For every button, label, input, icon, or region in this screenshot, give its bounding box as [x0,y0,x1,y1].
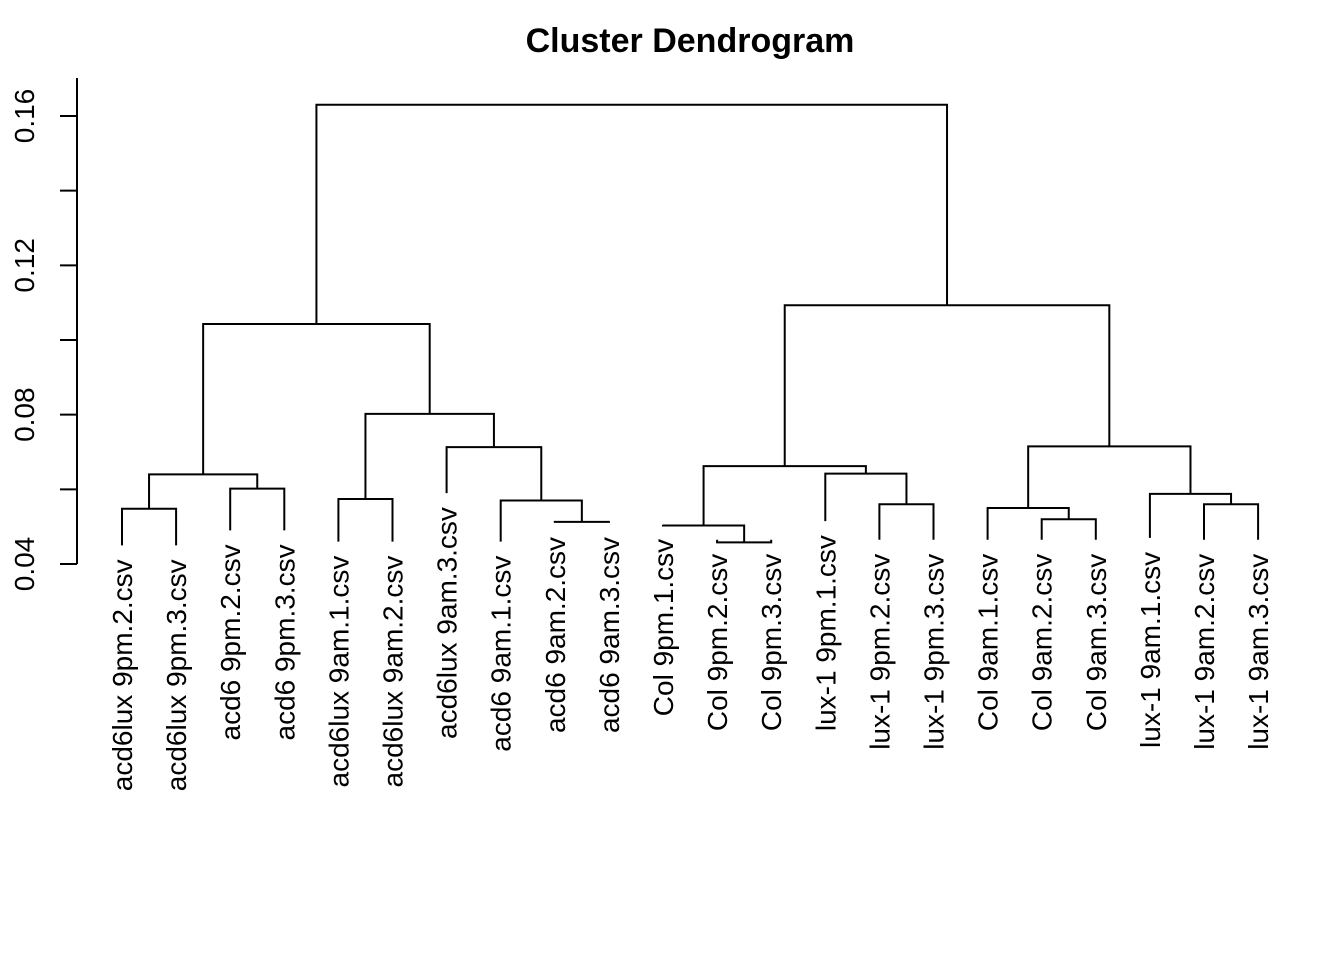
y-tick-label: 0.16 [9,89,40,144]
dendrogram-link [1027,445,1192,508]
leaf-labels: acd6lux 9pm.2.csv acd6lux 9pm.3.csv acd6 9… [107,507,1274,791]
leaf-label: lux-1 9am.3.csv [1243,554,1274,750]
y-tick-label: 0.12 [9,238,40,293]
chart-title: Cluster Dendrogram [526,22,855,60]
dendrogram-link [315,103,949,324]
leaf-label: lux-1 9am.1.csv [1135,552,1166,748]
leaf-label: Col 9am.3.csv [1081,554,1112,731]
dendrogram-link [1040,518,1097,540]
leaf-label: acd6 9pm.2.csv [215,544,246,740]
leaf-label: lux-1 9pm.3.csv [919,554,950,750]
leaf-label: acd6lux 9pm.3.csv [161,559,192,791]
dendrogram-link [986,507,1070,540]
dendrogram-link [662,524,746,543]
dendrogram-link [1148,492,1233,538]
leaf-label: acd6lux 9am.3.csv [432,507,463,739]
dendrogram-link [202,322,431,475]
leaf-label: acd6lux 9am.2.csv [378,556,409,788]
dendrogram-branches [121,103,1260,546]
leaf-label: acd6lux 9pm.2.csv [107,559,138,791]
leaf-label: lux-1 9pm.2.csv [864,554,895,750]
dendrogram-link [783,304,1111,467]
leaf-label: Col 9am.1.csv [973,554,1004,731]
y-tick-label: 0.08 [9,387,40,442]
dendrogram-link [824,472,908,522]
dendrogram-link [716,539,773,544]
dendrogram-link [702,465,867,526]
dendrogram-link [148,473,259,509]
dendrogram-link [1203,503,1260,540]
y-tick-label: 0.04 [9,537,40,592]
leaf-label: Col 9pm.3.csv [756,554,787,731]
leaf-label: acd6 9pm.3.csv [269,544,300,740]
dendrogram-link [229,487,286,531]
dendrogram-link [445,446,543,501]
dendrogram-link [337,498,394,542]
leaf-label: lux-1 9pm.1.csv [810,535,841,731]
leaf-label: acd6 9am.2.csv [540,537,571,733]
leaf-label: lux-1 9am.2.csv [1189,554,1220,750]
leaf-label: acd6 9am.3.csv [594,537,625,733]
dendrogram-link [121,507,178,546]
leaf-label: acd6lux 9am.1.csv [323,556,354,788]
leaf-label: acd6 9am.1.csv [486,556,517,752]
y-axis: 0.04 0.08 0.12 0.16 [9,78,78,592]
leaf-label: Col 9pm.2.csv [702,554,733,731]
dendrogram-link [364,412,495,500]
leaf-label: Col 9am.2.csv [1027,554,1058,731]
dendrogram-link [553,520,610,523]
dendrogram-link [878,503,935,540]
leaf-label: Col 9pm.1.csv [648,539,679,716]
